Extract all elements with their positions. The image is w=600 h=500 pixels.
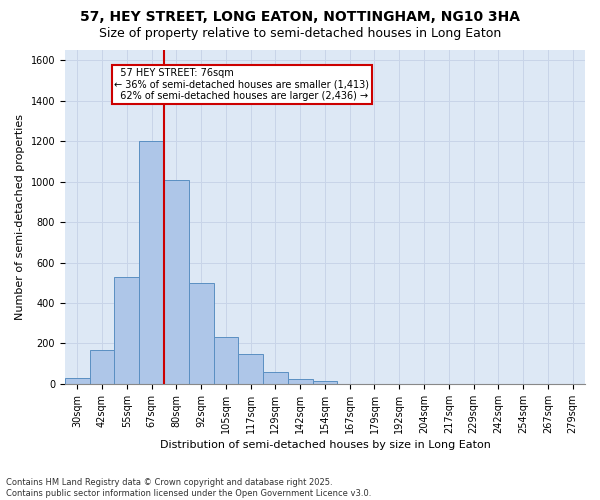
Bar: [139, 141, 164, 384]
Bar: [214, 338, 238, 384]
Text: Size of property relative to semi-detached houses in Long Eaton: Size of property relative to semi-detach…: [99, 28, 501, 40]
Bar: [238, 354, 263, 384]
Bar: [65, 378, 89, 384]
Bar: [115, 276, 139, 384]
Bar: [89, 350, 115, 384]
Text: 57, HEY STREET, LONG EATON, NOTTINGHAM, NG10 3HA: 57, HEY STREET, LONG EATON, NOTTINGHAM, …: [80, 10, 520, 24]
Bar: [263, 372, 288, 384]
X-axis label: Distribution of semi-detached houses by size in Long Eaton: Distribution of semi-detached houses by …: [160, 440, 490, 450]
Bar: [313, 381, 337, 384]
Y-axis label: Number of semi-detached properties: Number of semi-detached properties: [15, 114, 25, 320]
Text: 57 HEY STREET: 76sqm  
← 36% of semi-detached houses are smaller (1,413)
  62% o: 57 HEY STREET: 76sqm ← 36% of semi-detac…: [115, 68, 370, 102]
Text: Contains HM Land Registry data © Crown copyright and database right 2025.
Contai: Contains HM Land Registry data © Crown c…: [6, 478, 371, 498]
Bar: [288, 379, 313, 384]
Bar: [189, 283, 214, 384]
Bar: [164, 180, 189, 384]
